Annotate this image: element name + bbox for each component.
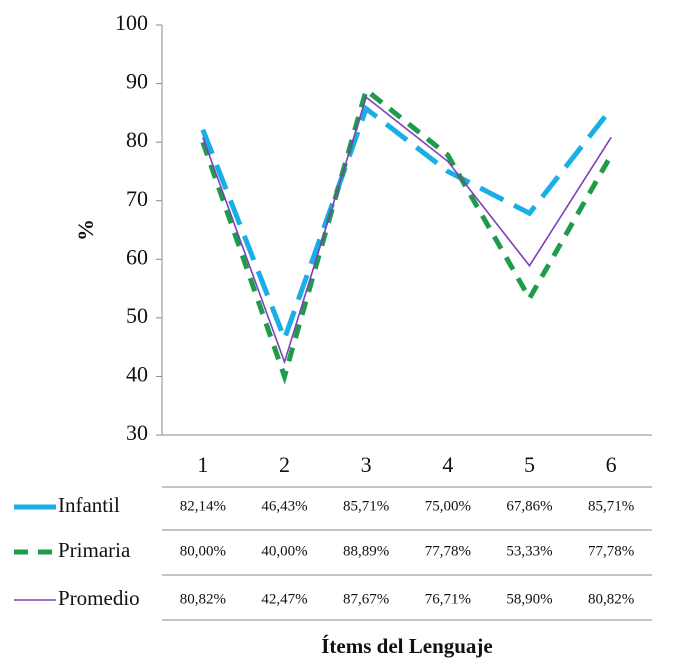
x-tick-label: 1 — [197, 452, 208, 477]
table-cell: 75,00% — [425, 498, 471, 514]
y-tick-label: 30 — [126, 420, 148, 445]
x-axis-label: Ítems del Lenguaje — [321, 634, 493, 658]
legend-label: Infantil — [58, 493, 120, 517]
table-cell: 87,67% — [343, 591, 389, 607]
table-cell: 67,86% — [506, 498, 552, 514]
table-cell: 80,82% — [180, 591, 226, 607]
table-cell: 77,78% — [588, 543, 634, 559]
x-tick-label: 5 — [524, 452, 535, 477]
table-cell: 85,71% — [343, 498, 389, 514]
table-cell: 80,82% — [588, 591, 634, 607]
y-axis-label: % — [73, 219, 98, 241]
table-cell: 88,89% — [343, 543, 389, 559]
table-cell: 76,71% — [425, 591, 471, 607]
table-cell: 58,90% — [506, 591, 552, 607]
series-line — [202, 95, 612, 365]
y-tick-label: 100 — [115, 10, 148, 35]
y-tick-label: 80 — [126, 127, 148, 152]
y-tick-label: 40 — [126, 361, 148, 386]
x-tick-label: 3 — [361, 452, 372, 477]
table-cell: 80,00% — [180, 543, 226, 559]
table-cell: 53,33% — [506, 543, 552, 559]
y-tick-label: 50 — [126, 303, 148, 328]
series-line — [200, 104, 614, 346]
x-tick-label: 6 — [606, 452, 617, 477]
legend-label: Primaria — [58, 538, 131, 562]
table-cell: 46,43% — [261, 498, 307, 514]
table-cell: 85,71% — [588, 498, 634, 514]
table-cell: 82,14% — [180, 498, 226, 514]
table-cell: 42,47% — [261, 591, 307, 607]
y-tick-label: 70 — [126, 186, 148, 211]
x-tick-label: 2 — [279, 452, 290, 477]
table-cell: 77,78% — [425, 543, 471, 559]
legend-label: Promedio — [58, 586, 140, 610]
series-line — [200, 85, 614, 385]
table-cell: 40,00% — [261, 543, 307, 559]
y-tick-label: 90 — [126, 69, 148, 94]
x-tick-label: 4 — [442, 452, 453, 477]
y-tick-label: 60 — [126, 244, 148, 269]
